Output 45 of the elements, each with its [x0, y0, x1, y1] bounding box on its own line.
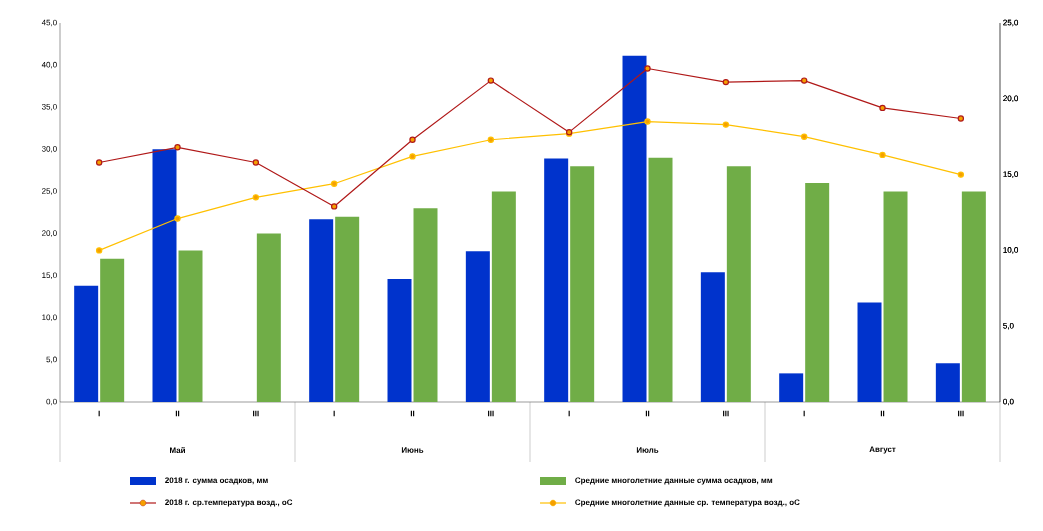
point: [252, 194, 260, 201]
point: [722, 78, 730, 86]
bar: [178, 250, 203, 402]
point: [722, 121, 730, 128]
bar: [335, 216, 360, 402]
point: [409, 136, 416, 143]
point: [409, 153, 416, 160]
point: [487, 136, 495, 143]
bar: [413, 208, 438, 402]
bar: [74, 285, 99, 402]
bar: [309, 219, 334, 402]
point: [644, 118, 651, 125]
point: [330, 203, 338, 210]
point: [252, 159, 260, 166]
point: [487, 77, 495, 84]
point: [800, 133, 808, 140]
bar: [961, 191, 986, 402]
bar: [100, 258, 125, 402]
bar: [491, 191, 516, 402]
bar: [570, 166, 595, 402]
point: [95, 159, 103, 166]
point: [644, 65, 651, 72]
bar: [935, 363, 960, 402]
point: [95, 247, 103, 254]
bar: [387, 279, 412, 402]
bar: [465, 251, 490, 402]
bar: [544, 158, 569, 402]
bar: [700, 272, 725, 402]
point: [957, 171, 965, 178]
bar: [857, 302, 882, 402]
bar: [622, 55, 647, 402]
bar: [779, 373, 804, 402]
bar: [648, 157, 673, 402]
point: [330, 180, 338, 187]
point: [800, 77, 808, 84]
point: [879, 151, 886, 159]
point: [957, 115, 965, 122]
point: [879, 104, 886, 112]
bar: [805, 183, 830, 402]
bar: [152, 149, 177, 402]
bar: [256, 233, 281, 402]
point: [174, 144, 181, 151]
point: [174, 215, 181, 222]
bar: [883, 191, 908, 402]
bar: [726, 166, 751, 402]
